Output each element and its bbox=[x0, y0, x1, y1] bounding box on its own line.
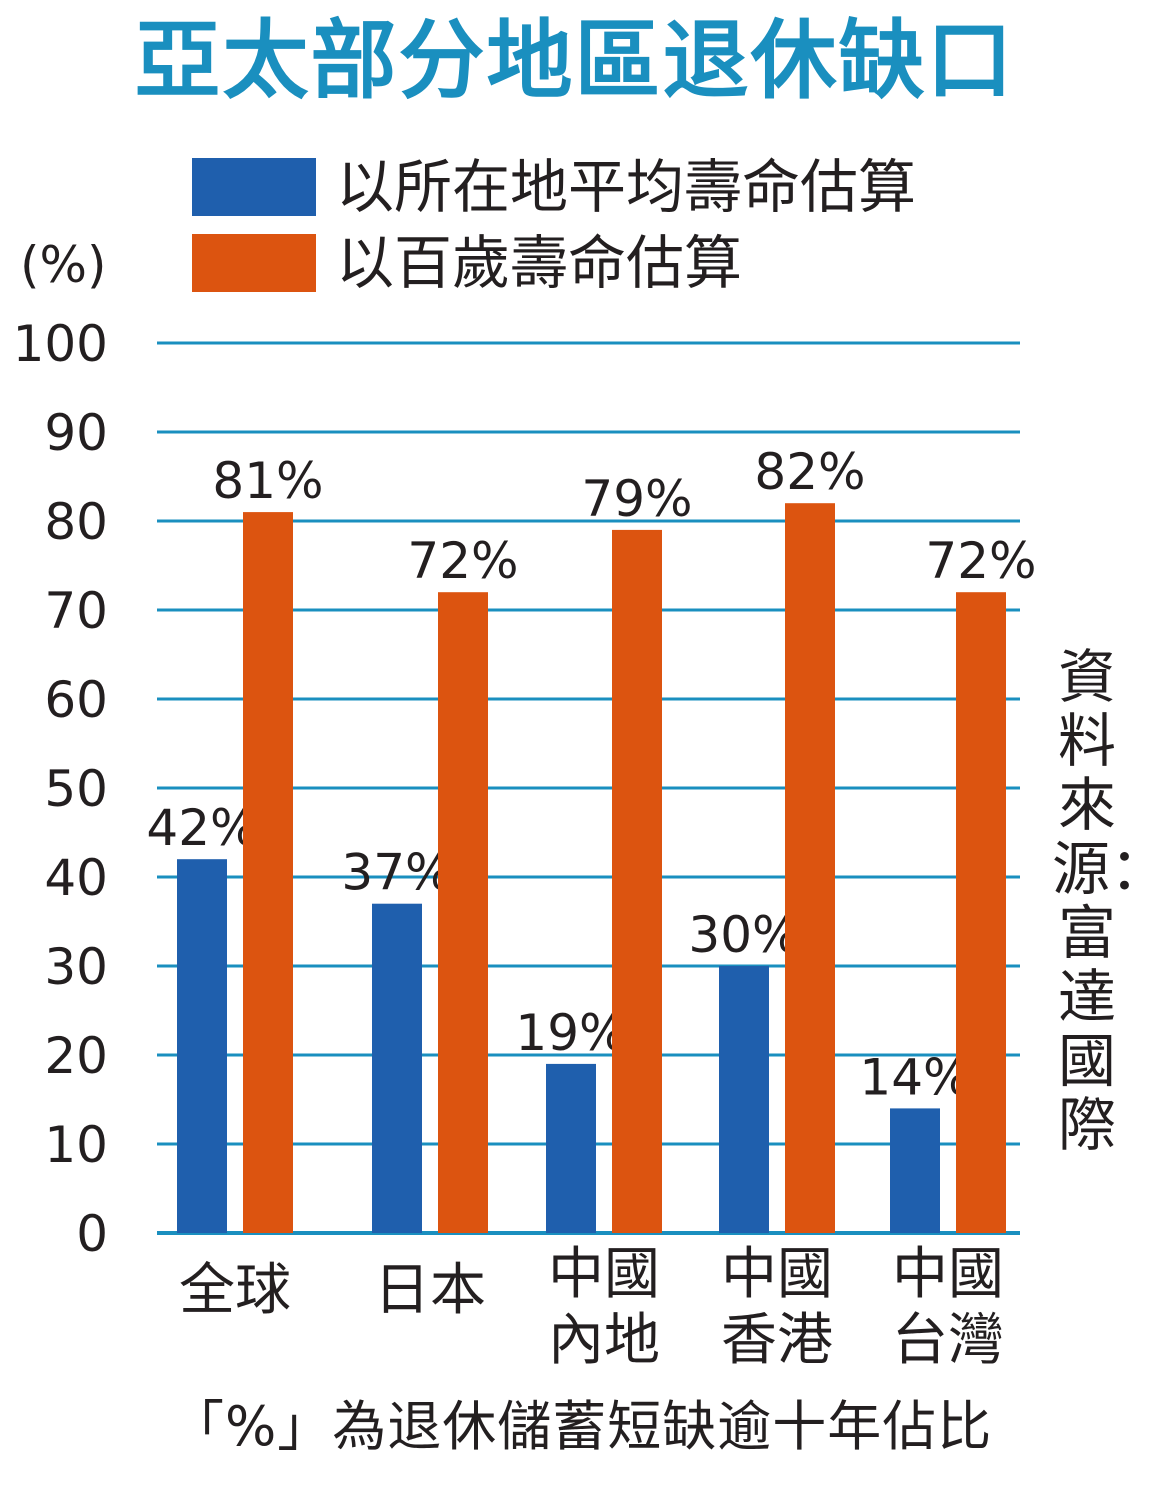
y-tick-label: 40 bbox=[44, 849, 108, 907]
bar-centenarian bbox=[612, 529, 662, 1233]
bar-centenarian bbox=[243, 512, 293, 1233]
bar-avg bbox=[546, 1063, 596, 1233]
chart-title: 亞太部分地區退休缺口 bbox=[134, 11, 1015, 111]
y-tick-label: 50 bbox=[44, 760, 108, 818]
bar-avg bbox=[177, 859, 227, 1233]
data-label: 72% bbox=[407, 532, 518, 590]
data-label: 42% bbox=[146, 799, 257, 857]
x-tick-label: 日本 bbox=[350, 1258, 510, 1324]
y-tick-label: 0 bbox=[76, 1205, 108, 1263]
y-tick-label: 60 bbox=[44, 671, 108, 729]
x-tick-label: 全球 bbox=[155, 1258, 315, 1324]
x-tick-label-line: 台灣 bbox=[892, 1308, 1004, 1373]
data-label: 30% bbox=[688, 906, 799, 964]
x-tick-label-line: 中國 bbox=[548, 1242, 660, 1307]
y-tick-label: 20 bbox=[44, 1027, 108, 1085]
x-tick-label-line: 香港 bbox=[721, 1308, 833, 1373]
footnote: 「%」為退休儲蓄短缺逾十年佔比 bbox=[170, 1395, 993, 1458]
data-label: 81% bbox=[212, 452, 323, 510]
bar-avg bbox=[719, 966, 769, 1233]
y-tick-label: 70 bbox=[44, 582, 108, 640]
y-tick-label: 90 bbox=[44, 404, 108, 462]
data-label: 37% bbox=[341, 844, 452, 902]
bar-centenarian bbox=[438, 592, 488, 1233]
x-tick-label: 中國 內地 bbox=[524, 1242, 684, 1374]
x-tick-label-line: 中國 bbox=[892, 1242, 1004, 1307]
y-tick-label: 30 bbox=[44, 938, 108, 996]
bar-centenarian bbox=[785, 503, 835, 1233]
data-label: 14% bbox=[859, 1048, 970, 1106]
data-label: 82% bbox=[754, 443, 865, 501]
x-tick-label-line: 中國 bbox=[721, 1242, 833, 1307]
data-label: 79% bbox=[581, 470, 692, 528]
x-tick-label-line: 全球 bbox=[179, 1258, 291, 1323]
source-note: 資料來源：富達國際 bbox=[1052, 643, 1149, 1159]
bar-avg bbox=[372, 903, 422, 1233]
data-label: 72% bbox=[925, 532, 1036, 590]
y-tick-label: 80 bbox=[44, 493, 108, 551]
x-tick-label: 中國 台灣 bbox=[868, 1242, 1028, 1374]
legend-label-centenarian: 以百歲壽命估算 bbox=[336, 229, 743, 297]
x-tick-label: 中國 香港 bbox=[697, 1242, 857, 1374]
legend-label-avg-lifespan: 以所在地平均壽命估算 bbox=[336, 153, 917, 221]
bar-centenarian bbox=[956, 592, 1006, 1233]
legend-swatch-blue bbox=[192, 158, 316, 216]
legend-item-avg-lifespan: 以所在地平均壽命估算 bbox=[192, 158, 916, 216]
x-tick-label-line: 日本 bbox=[374, 1258, 486, 1323]
y-tick-label: 10 bbox=[44, 1116, 108, 1174]
y-axis-unit: (%) bbox=[20, 236, 107, 294]
data-label: 19% bbox=[515, 1004, 626, 1062]
y-tick-label: 100 bbox=[13, 315, 108, 373]
x-tick-label-line: 內地 bbox=[548, 1308, 660, 1373]
legend-swatch-orange bbox=[192, 234, 316, 292]
bar-avg bbox=[890, 1108, 940, 1233]
legend-item-centenarian: 以百歲壽命估算 bbox=[192, 234, 742, 292]
